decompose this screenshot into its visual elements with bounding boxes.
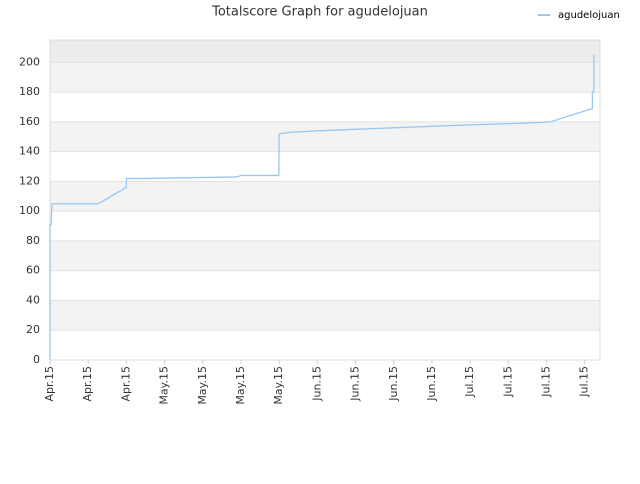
x-tick-label: Jun.15 (349, 366, 362, 402)
y-tick-label: 180 (19, 85, 40, 98)
y-tick-label: 100 (19, 204, 40, 217)
y-tick-label: 140 (19, 145, 40, 158)
plot-band (50, 121, 600, 152)
x-tick-label: Jun.15 (310, 366, 323, 402)
plot-band (50, 181, 600, 212)
y-tick-label: 200 (19, 55, 40, 68)
plot-band (50, 240, 600, 271)
x-tick-label: Jun.15 (425, 366, 438, 402)
x-tick-label: May.15 (234, 366, 247, 405)
x-tick-label: Apr.15 (43, 366, 56, 402)
x-tick-label: Jul.15 (578, 366, 591, 398)
y-tick-label: 60 (26, 264, 40, 277)
x-tick-label: May.15 (272, 366, 285, 405)
x-tick-label: Apr.15 (81, 366, 94, 402)
x-tick-label: Jul.15 (501, 366, 514, 398)
x-tick-label: Jul.15 (463, 366, 476, 398)
y-tick-label: 120 (19, 174, 40, 187)
y-tick-label: 40 (26, 293, 40, 306)
chart-title: Totalscore Graph for agudelojuan (211, 5, 428, 20)
plot-band (50, 300, 600, 331)
x-tick-label: May.15 (158, 366, 171, 405)
line (49, 54, 595, 360)
y-tick-label: 80 (26, 234, 40, 247)
x-tick-label: May.15 (196, 366, 209, 405)
plot-band (50, 62, 600, 93)
plot-band (50, 40, 600, 63)
x-tick-label: Jul.15 (540, 366, 553, 398)
y-tick-label: 160 (19, 115, 40, 128)
x-tick-label: Jun.15 (387, 366, 400, 402)
legend-label: agudelojuan (558, 10, 620, 21)
y-tick-label: 20 (26, 323, 40, 336)
plot-border (49, 39, 601, 361)
x-tick-label: Apr.15 (119, 366, 132, 402)
y-tick-label: 0 (33, 353, 40, 366)
